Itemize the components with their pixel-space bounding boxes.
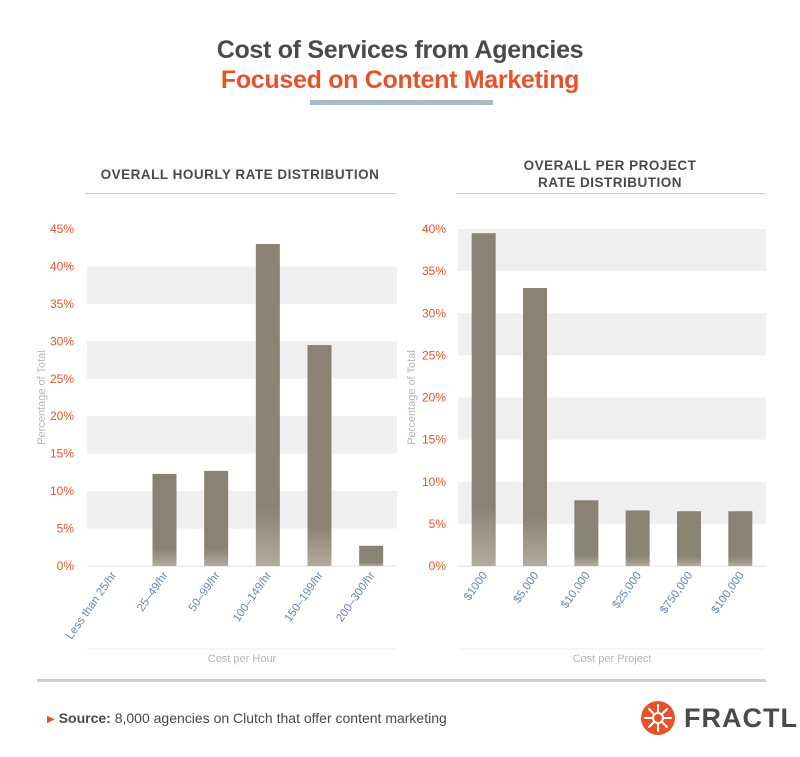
- hourly-ytick-label: 40%: [50, 259, 74, 273]
- project-category-label: $10,000: [559, 570, 593, 611]
- hourly-grid-band: [87, 266, 397, 304]
- chart-title-line1: Cost of Services from Agencies: [216, 36, 584, 64]
- title-underline: [310, 100, 493, 105]
- source-label: Source:: [58, 710, 111, 726]
- project-chart: 0% 5% 10% 15% 20% 25% 30% 35% 40% Percentage of T…: [406, 222, 766, 665]
- hourly-chart: 0% 5% 10% 15% 20% 25% 30% 35% 40% 45% Percentage o…: [36, 222, 397, 665]
- hourly-grid-band: [87, 341, 397, 379]
- hourly-xlabel: Cost per Hour: [208, 653, 277, 665]
- hourly-ytick-label: 0%: [57, 559, 75, 573]
- hourly-grid-band: [87, 491, 397, 529]
- hourly-ytick-label: 15%: [50, 447, 74, 461]
- project-bar: [574, 500, 599, 566]
- hourly-category-label: 25–49/hr: [135, 570, 171, 614]
- project-grid-band: [458, 481, 766, 524]
- hourly-grid-band: [87, 416, 397, 454]
- caret-right-icon: ▶: [47, 714, 55, 725]
- project-title-rule: [456, 193, 766, 194]
- hourly-category-label: 50–99/hr: [187, 570, 223, 614]
- project-ytick-label: 25%: [422, 348, 446, 362]
- brand-name: FRACTL: [684, 702, 798, 733]
- hourly-bar: [204, 470, 229, 566]
- footer-divider: [37, 679, 766, 682]
- hourly-category-label: 150–199/hr: [283, 570, 326, 625]
- project-ylabel: Percentage of Total: [406, 350, 418, 445]
- project-chart-title: OVERALL PER PROJECT RATE DISTRIBUTION: [415, 157, 800, 191]
- hourly-ytick-label: 10%: [50, 484, 74, 498]
- fractl-logo-icon: [641, 701, 675, 735]
- project-bar: [523, 287, 547, 566]
- hourly-bar: [307, 345, 332, 566]
- project-bar: [728, 511, 753, 566]
- project-grid-band: [458, 229, 766, 272]
- project-category-label: $1000: [462, 570, 490, 603]
- hourly-bar: [152, 473, 177, 566]
- project-ytick-label: 0%: [429, 559, 447, 573]
- project-ytick-label: 20%: [422, 391, 446, 405]
- source-note: ▶ Source: 8,000 agencies on Clutch that o…: [47, 710, 447, 726]
- project-xlabel: Cost per Project: [573, 653, 652, 665]
- project-ytick-label: 35%: [422, 264, 446, 278]
- hourly-ytick-label: 45%: [50, 222, 74, 236]
- project-ytick-label: 15%: [422, 433, 446, 447]
- brand-logo: FRACTL: [640, 700, 798, 736]
- source-text: 8,000 agencies on Clutch that offer cont…: [114, 710, 447, 726]
- project-ytick-label: 40%: [422, 222, 446, 236]
- hourly-ytick-label: 5%: [57, 522, 75, 536]
- project-grid-band: [458, 313, 766, 356]
- chart-title-line2: Focused on Content Marketing: [220, 66, 580, 94]
- project-ytick-label: 30%: [422, 306, 446, 320]
- project-ytick-label: 10%: [422, 475, 446, 489]
- hourly-bar: [255, 243, 280, 566]
- hourly-ytick-label: 25%: [50, 372, 74, 386]
- hourly-bar: [359, 545, 384, 566]
- project-category-label: $5,000: [511, 570, 541, 606]
- hourly-category-label: 100–149/hr: [231, 570, 274, 625]
- hourly-ylabel: Percentage of Total: [36, 350, 48, 445]
- project-ytick-label: 5%: [429, 517, 447, 531]
- project-grid-band: [458, 397, 766, 440]
- project-bar: [471, 233, 496, 566]
- project-bar: [677, 511, 701, 566]
- project-category-label: $100,000: [709, 570, 746, 616]
- project-category-label: $750,000: [658, 570, 695, 616]
- hourly-title-rule: [85, 193, 397, 194]
- project-category-label: $25,000: [610, 570, 644, 611]
- hourly-chart-title: OVERALL HOURLY RATE DISTRIBUTION: [100, 167, 380, 182]
- project-chart-title-text: OVERALL PER PROJECT RATE DISTRIBUTION: [523, 158, 697, 190]
- hourly-category-label: Less than 25/hr: [64, 570, 119, 642]
- hourly-category-label: 200–300/hr: [334, 570, 377, 625]
- project-bar: [625, 510, 650, 566]
- hourly-ytick-label: 20%: [50, 409, 74, 423]
- hourly-ytick-label: 30%: [50, 334, 74, 348]
- hourly-ytick-label: 35%: [50, 297, 74, 311]
